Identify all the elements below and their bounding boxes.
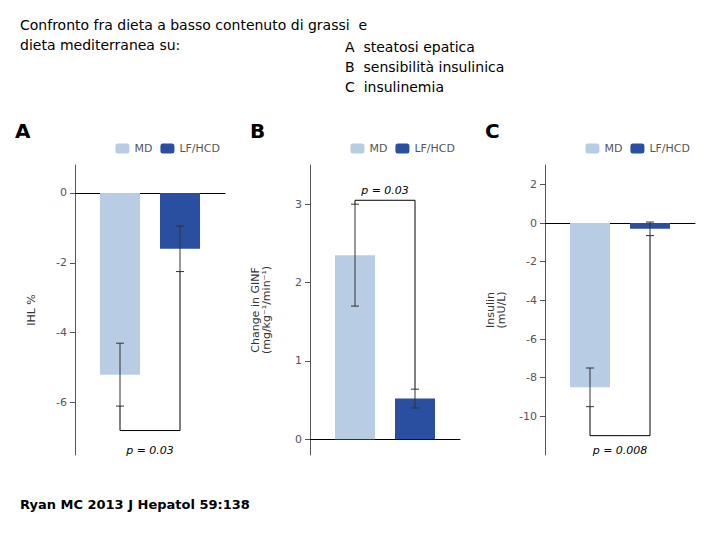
- svg-text:(mg/kg⁻¹/min⁻¹): (mg/kg⁻¹/min⁻¹): [260, 266, 273, 354]
- svg-text:C: C: [485, 119, 500, 143]
- svg-text:Insulin: Insulin: [484, 292, 497, 328]
- svg-text:-10: -10: [519, 410, 537, 423]
- svg-text:p = 0.03: p = 0.03: [360, 184, 409, 197]
- svg-text:2: 2: [530, 178, 537, 191]
- svg-text:-8: -8: [526, 371, 537, 384]
- svg-text:MD: MD: [604, 142, 622, 155]
- svg-text:0: 0: [60, 186, 67, 199]
- svg-text:0: 0: [530, 217, 537, 230]
- svg-text:A: A: [15, 119, 31, 143]
- svg-text:-4: -4: [56, 326, 67, 339]
- svg-text:MD: MD: [369, 142, 387, 155]
- svg-text:IHL %: IHL %: [25, 294, 38, 326]
- svg-text:3: 3: [295, 198, 302, 211]
- svg-text:LF/HCD: LF/HCD: [414, 142, 455, 155]
- svg-text:Confronto fra dieta a basso co: Confronto fra dieta a basso contenuto di…: [20, 17, 367, 33]
- svg-text:LF/HCD: LF/HCD: [649, 142, 690, 155]
- svg-text:C insulinemia: C insulinemia: [345, 79, 444, 95]
- svg-text:0: 0: [295, 433, 302, 446]
- svg-text:A steatosi epatica: A steatosi epatica: [345, 39, 475, 55]
- svg-text:p = 0.03: p = 0.03: [125, 444, 174, 457]
- svg-text:1: 1: [295, 354, 302, 367]
- svg-text:-4: -4: [526, 294, 537, 307]
- svg-text:(mU/L): (mU/L): [495, 291, 508, 328]
- svg-text:p = 0.008: p = 0.008: [592, 444, 648, 457]
- svg-text:B: B: [250, 119, 265, 143]
- svg-text:-2: -2: [526, 255, 537, 268]
- svg-text:dieta mediterranea su:: dieta mediterranea su:: [20, 37, 180, 53]
- svg-text:LF/HCD: LF/HCD: [179, 142, 220, 155]
- svg-text:Change in GINF: Change in GINF: [249, 267, 262, 353]
- svg-text:-6: -6: [56, 396, 67, 409]
- svg-text:2: 2: [295, 276, 302, 289]
- svg-text:B sensibilità insulinica: B sensibilità insulinica: [345, 59, 504, 75]
- svg-text:-6: -6: [526, 333, 537, 346]
- svg-text:MD: MD: [134, 142, 152, 155]
- svg-text:-2: -2: [56, 256, 67, 269]
- svg-text:Ryan MC 2013 J Hepatol 59:138: Ryan MC 2013 J Hepatol 59:138: [20, 497, 250, 512]
